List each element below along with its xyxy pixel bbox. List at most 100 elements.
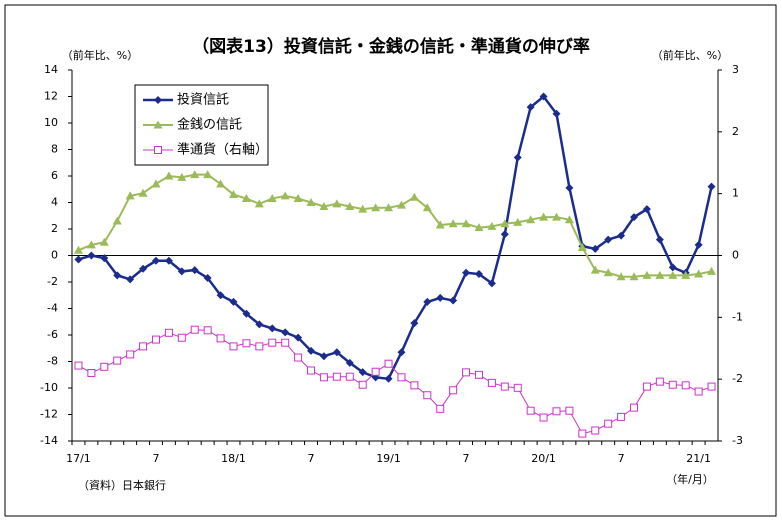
- data-point: [500, 219, 510, 228]
- data-point: [203, 170, 213, 179]
- y2-tick-label: 1: [732, 187, 739, 200]
- data-point: [591, 244, 600, 253]
- data-point: [164, 171, 174, 180]
- data-point: [461, 219, 471, 228]
- x-tick-label: 17/1: [66, 452, 91, 465]
- data-point: [268, 324, 277, 333]
- data-point: [216, 179, 226, 188]
- data-point: [112, 216, 122, 225]
- data-point: [332, 199, 342, 208]
- data-point: [526, 406, 535, 415]
- data-point: [332, 372, 341, 381]
- data-point: [190, 325, 199, 334]
- y2-axis-label: （前年比、%）: [652, 48, 728, 62]
- data-point: [513, 217, 523, 226]
- data-point: [642, 270, 652, 279]
- data-point: [707, 266, 717, 275]
- data-point: [255, 342, 264, 351]
- data-point: [449, 296, 458, 305]
- data-point: [487, 378, 496, 387]
- data-point: [345, 372, 354, 381]
- data-point: [449, 386, 458, 395]
- data-point: [474, 370, 483, 379]
- data-point: [74, 361, 83, 370]
- data-point: [487, 279, 496, 288]
- data-point: [280, 191, 290, 200]
- data-point: [281, 338, 290, 347]
- data-point: [526, 215, 536, 224]
- data-point: [216, 291, 225, 300]
- legend-marker: [154, 96, 162, 104]
- x-tick-label: 7: [152, 452, 159, 465]
- data-point: [358, 204, 368, 213]
- data-point: [500, 230, 509, 239]
- data-point: [384, 374, 393, 383]
- y2-tick-label: 3: [732, 63, 739, 76]
- data-point: [293, 194, 303, 203]
- data-point: [358, 368, 367, 377]
- data-point: [203, 326, 212, 335]
- data-point: [397, 373, 406, 382]
- y2-tick-label: -1: [732, 310, 743, 323]
- data-point: [668, 263, 677, 272]
- data-point: [668, 380, 677, 389]
- data-point: [164, 256, 173, 265]
- data-point: [617, 412, 626, 421]
- y-tick-label: 0: [51, 249, 58, 262]
- data-point: [281, 328, 290, 337]
- data-point: [604, 419, 613, 428]
- data-point: [358, 380, 367, 389]
- data-point: [707, 382, 716, 391]
- data-point: [577, 243, 587, 252]
- data-point: [125, 191, 135, 200]
- x-tick-label: 7: [618, 452, 625, 465]
- y2-tick-label: 0: [732, 249, 739, 262]
- data-point: [590, 265, 600, 274]
- data-point: [681, 270, 691, 279]
- legend-label: 準通貨（右軸）: [177, 142, 268, 158]
- data-point: [306, 198, 316, 206]
- data-point: [73, 245, 83, 254]
- data-point: [564, 215, 574, 224]
- data-point: [396, 200, 406, 209]
- data-point: [487, 221, 497, 230]
- data-point: [139, 342, 148, 351]
- data-point: [138, 188, 148, 197]
- data-point: [319, 352, 328, 361]
- data-point: [462, 268, 471, 277]
- data-point: [616, 272, 626, 281]
- data-point: [539, 92, 548, 101]
- data-point: [642, 205, 651, 214]
- data-point: [694, 269, 704, 278]
- data-point: [319, 201, 329, 210]
- data-point: [384, 359, 393, 368]
- data-point: [190, 170, 200, 179]
- data-point: [254, 199, 264, 208]
- data-point: [655, 270, 665, 279]
- legend-marker: [153, 120, 163, 129]
- data-point: [177, 172, 187, 181]
- data-point: [462, 368, 471, 377]
- data-point: [409, 192, 419, 201]
- x-axis-label: （年/月）: [666, 472, 714, 486]
- y-tick-label: -10: [40, 381, 58, 394]
- x-tick-label: 21/1: [686, 452, 711, 465]
- y-tick-label: 12: [44, 90, 58, 103]
- x-tick-label: 18/1: [221, 452, 246, 465]
- data-point: [87, 251, 96, 260]
- data-point: [229, 190, 238, 199]
- y-tick-label: -8: [47, 355, 58, 368]
- data-point: [500, 382, 509, 391]
- legend-label: 金銭の信託: [177, 117, 242, 133]
- data-point: [151, 179, 161, 188]
- data-point: [565, 183, 574, 192]
- y-tick-label: 8: [51, 143, 58, 156]
- data-point: [242, 309, 251, 318]
- legend-label: 投資信託: [177, 92, 229, 108]
- y-tick-label: -4: [47, 302, 58, 315]
- data-point: [552, 407, 561, 416]
- data-point: [87, 368, 96, 377]
